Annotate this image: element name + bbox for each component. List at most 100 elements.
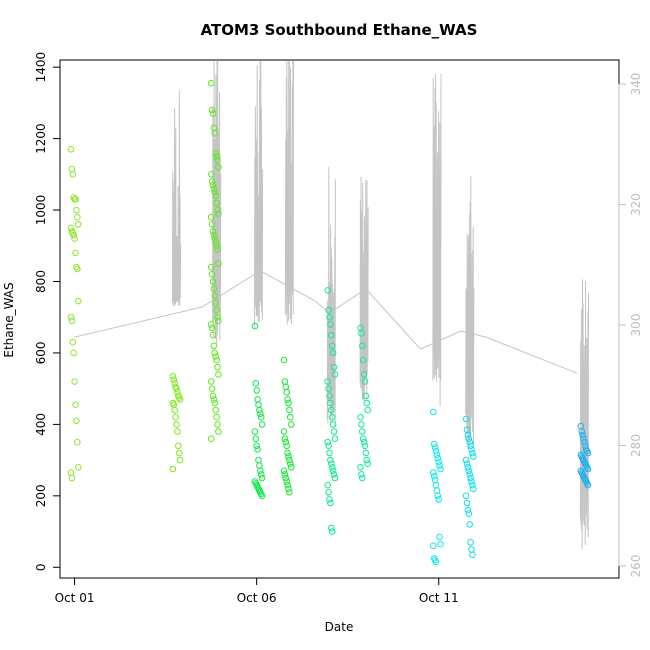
data-point bbox=[467, 539, 474, 546]
data-point bbox=[209, 331, 217, 339]
data-point bbox=[324, 438, 332, 446]
data-point bbox=[358, 471, 365, 478]
data-point bbox=[329, 467, 337, 475]
data-point bbox=[256, 462, 263, 469]
data-point bbox=[328, 528, 336, 535]
data-point bbox=[464, 506, 472, 514]
data-point bbox=[465, 510, 473, 518]
data-point bbox=[214, 421, 221, 428]
data-point bbox=[328, 464, 336, 471]
y-tick-label: 800 bbox=[34, 270, 48, 293]
data-point bbox=[257, 410, 264, 418]
data-point bbox=[331, 371, 339, 378]
data-point bbox=[330, 428, 338, 435]
data-point bbox=[466, 471, 474, 478]
data-point bbox=[174, 428, 181, 435]
data-point bbox=[287, 421, 295, 428]
data-point bbox=[462, 456, 470, 464]
data-point bbox=[328, 331, 335, 339]
data-point bbox=[432, 447, 440, 455]
data-point bbox=[283, 388, 291, 396]
x-axis-label: Date bbox=[325, 620, 354, 634]
data-point bbox=[282, 383, 290, 391]
data-point bbox=[176, 396, 184, 403]
data-point bbox=[432, 558, 440, 566]
data-point bbox=[171, 406, 178, 414]
data-point bbox=[211, 129, 219, 137]
data-point bbox=[74, 464, 82, 471]
data-point bbox=[463, 460, 471, 468]
data-point bbox=[468, 446, 475, 453]
data-point bbox=[169, 465, 177, 473]
data-point bbox=[330, 363, 338, 371]
data-point bbox=[363, 399, 371, 407]
data-point bbox=[207, 435, 215, 443]
data-point bbox=[437, 540, 444, 548]
data-point bbox=[209, 110, 217, 117]
data-point bbox=[209, 392, 217, 400]
data-point bbox=[208, 221, 216, 228]
right-axis-spike-2 bbox=[254, 60, 264, 330]
data-point bbox=[210, 285, 218, 292]
data-point bbox=[210, 231, 218, 239]
data-point bbox=[212, 406, 219, 414]
series-group-8 bbox=[462, 415, 477, 559]
data-point bbox=[71, 235, 78, 242]
data-point bbox=[325, 306, 332, 314]
data-point bbox=[470, 453, 477, 460]
data-point bbox=[215, 317, 222, 325]
data-point bbox=[209, 228, 217, 235]
y-tick-label: 1400 bbox=[34, 52, 48, 83]
data-point bbox=[207, 378, 215, 385]
data-point bbox=[211, 235, 219, 242]
y-tick-label: 1200 bbox=[34, 123, 48, 154]
data-point bbox=[430, 440, 438, 448]
data-point bbox=[431, 476, 439, 484]
right-tick-label: 300 bbox=[629, 314, 643, 337]
data-point bbox=[258, 474, 266, 482]
data-point bbox=[212, 149, 219, 157]
y-tick-label: 400 bbox=[34, 413, 48, 436]
data-point bbox=[175, 442, 182, 450]
data-point bbox=[283, 478, 291, 485]
data-point bbox=[469, 551, 476, 559]
data-point bbox=[70, 349, 77, 357]
data-point bbox=[329, 421, 337, 428]
y-tick-label: 1000 bbox=[34, 195, 48, 226]
data-point bbox=[360, 438, 368, 446]
data-point bbox=[430, 469, 437, 476]
data-point bbox=[172, 413, 179, 421]
data-point bbox=[327, 399, 334, 407]
data-point bbox=[464, 431, 472, 439]
data-point bbox=[214, 206, 221, 214]
data-point bbox=[251, 322, 259, 330]
data-point bbox=[281, 471, 289, 478]
data-point bbox=[364, 406, 372, 414]
right-axis-spike-3 bbox=[284, 60, 294, 325]
right-axis-spike-6 bbox=[432, 73, 442, 407]
data-point bbox=[327, 321, 334, 328]
data-point bbox=[253, 442, 261, 450]
data-point bbox=[434, 455, 442, 462]
data-point bbox=[469, 481, 476, 489]
data-point bbox=[213, 153, 220, 160]
data-point bbox=[363, 456, 371, 464]
right-axis-spike-7 bbox=[465, 176, 475, 450]
data-point bbox=[209, 278, 217, 285]
data-point bbox=[207, 79, 215, 87]
data-point bbox=[68, 474, 76, 482]
data-point bbox=[207, 171, 215, 178]
data-point bbox=[258, 492, 266, 500]
right-tick-label: 340 bbox=[629, 73, 643, 96]
data-point bbox=[214, 156, 221, 164]
data-point bbox=[578, 428, 586, 435]
data-point bbox=[434, 492, 442, 500]
data-point bbox=[462, 415, 470, 423]
data-point bbox=[361, 442, 369, 450]
data-point bbox=[280, 467, 288, 475]
data-point bbox=[215, 260, 222, 267]
data-point bbox=[430, 542, 437, 550]
data-point bbox=[67, 313, 75, 321]
data-point bbox=[208, 178, 216, 185]
